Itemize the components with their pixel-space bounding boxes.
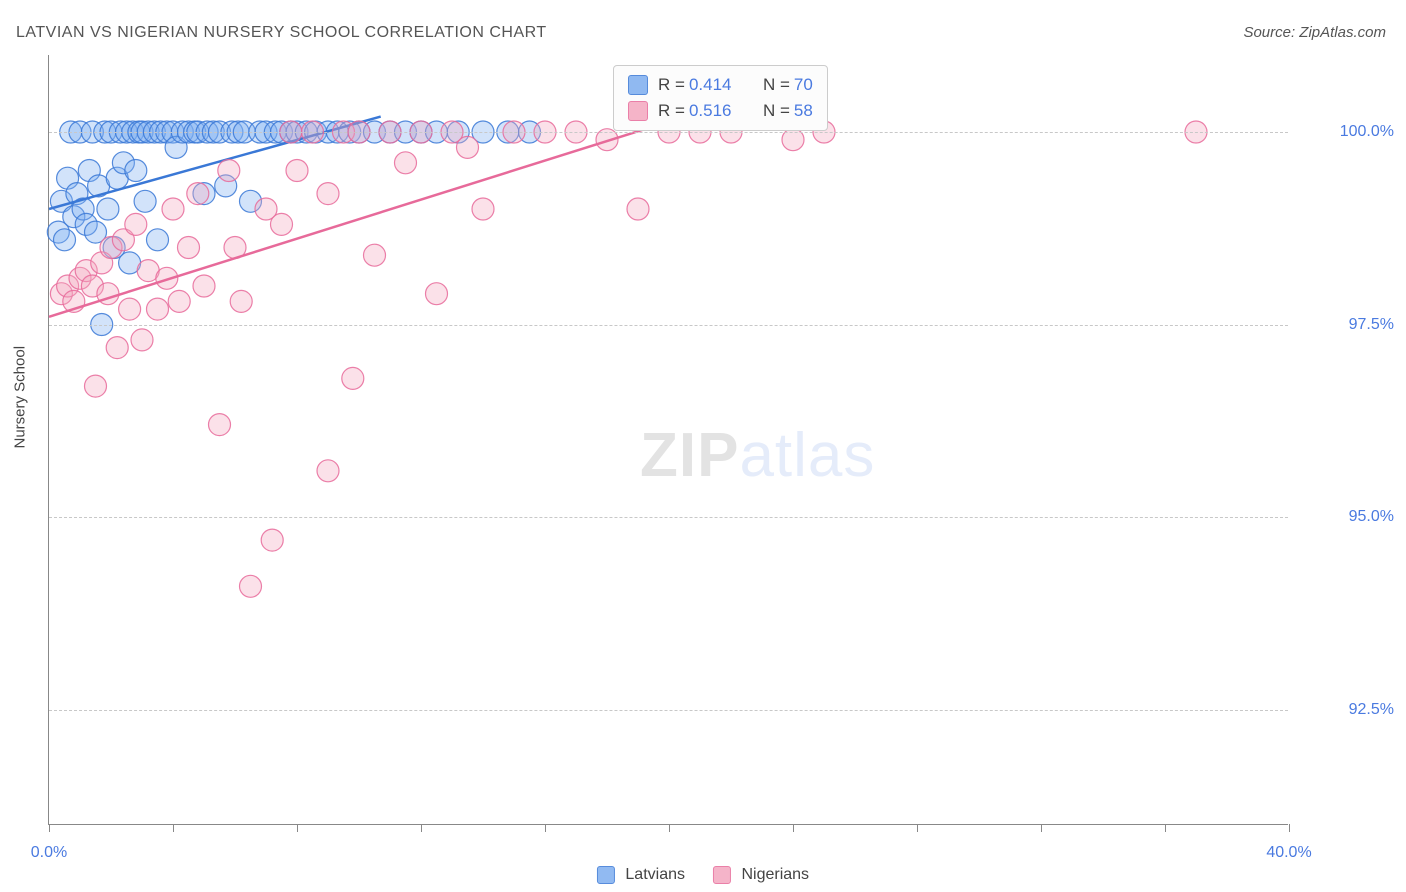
data-point	[261, 529, 283, 551]
stats-box: R = 0.414 N = 70 R = 0.516 N = 58	[613, 65, 828, 131]
x-tick	[1165, 824, 1166, 832]
data-point	[168, 290, 190, 312]
legend-item-latvians: Latvians	[597, 866, 685, 884]
data-point	[125, 160, 147, 182]
chart-container: LATVIAN VS NIGERIAN NURSERY SCHOOL CORRE…	[0, 0, 1406, 892]
chart-source: Source: ZipAtlas.com	[1243, 24, 1386, 41]
data-point	[218, 160, 240, 182]
legend-label-latvians: Latvians	[625, 866, 685, 883]
data-point	[131, 329, 153, 351]
y-tick-label: 92.5%	[1349, 701, 1394, 719]
data-point	[472, 198, 494, 220]
x-tick	[1289, 824, 1290, 832]
data-point	[178, 237, 200, 259]
x-tick	[421, 824, 422, 832]
data-point	[147, 298, 169, 320]
data-point	[106, 337, 128, 359]
r-value-nigerians: 0.516	[689, 101, 753, 121]
data-point	[286, 160, 308, 182]
legend-swatch-latvians	[597, 866, 615, 884]
n-value-nigerians: 58	[794, 101, 813, 121]
data-point	[209, 414, 231, 436]
n-value-latvians: 70	[794, 75, 813, 95]
y-tick-label: 95.0%	[1349, 508, 1394, 526]
x-tick	[49, 824, 50, 832]
data-point	[240, 575, 262, 597]
legend: Latvians Nigerians	[597, 866, 809, 884]
data-point	[627, 198, 649, 220]
data-point	[317, 460, 339, 482]
x-tick	[669, 824, 670, 832]
data-point	[230, 290, 252, 312]
data-point	[271, 213, 293, 235]
grid-line	[49, 325, 1288, 326]
grid-line	[49, 132, 1288, 133]
y-tick-label: 100.0%	[1340, 123, 1394, 141]
y-axis-title: Nursery School	[12, 346, 29, 449]
n-label: N =	[763, 75, 790, 95]
plot-area: 0.0%40.0%	[48, 55, 1288, 825]
y-tick-label: 97.5%	[1349, 316, 1394, 334]
x-tick	[1041, 824, 1042, 832]
x-tick-label: 40.0%	[1266, 844, 1311, 862]
x-tick-label: 0.0%	[31, 844, 67, 862]
data-point	[193, 275, 215, 297]
x-tick	[173, 824, 174, 832]
stats-row-nigerians: R = 0.516 N = 58	[628, 98, 813, 124]
n-label: N =	[763, 101, 790, 121]
grid-line	[49, 517, 1288, 518]
legend-swatch-nigerians	[713, 866, 731, 884]
data-point	[342, 367, 364, 389]
grid-line	[49, 710, 1288, 711]
x-tick	[297, 824, 298, 832]
data-point	[134, 190, 156, 212]
data-point	[162, 198, 184, 220]
data-point	[364, 244, 386, 266]
data-point	[119, 298, 141, 320]
legend-label-nigerians: Nigerians	[741, 866, 809, 883]
data-point	[147, 229, 169, 251]
data-point	[457, 136, 479, 158]
x-tick	[793, 824, 794, 832]
data-point	[54, 229, 76, 251]
r-value-latvians: 0.414	[689, 75, 753, 95]
data-point	[125, 213, 147, 235]
stats-row-latvians: R = 0.414 N = 70	[628, 72, 813, 98]
r-label: R =	[658, 75, 685, 95]
legend-item-nigerians: Nigerians	[713, 866, 809, 884]
data-point	[97, 198, 119, 220]
data-point	[187, 183, 209, 205]
swatch-latvians	[628, 75, 648, 95]
chart-title: LATVIAN VS NIGERIAN NURSERY SCHOOL CORRE…	[16, 24, 547, 42]
data-point	[395, 152, 417, 174]
data-point	[426, 283, 448, 305]
swatch-nigerians	[628, 101, 648, 121]
r-label: R =	[658, 101, 685, 121]
data-point	[317, 183, 339, 205]
x-tick	[545, 824, 546, 832]
x-tick	[917, 824, 918, 832]
data-point	[85, 375, 107, 397]
